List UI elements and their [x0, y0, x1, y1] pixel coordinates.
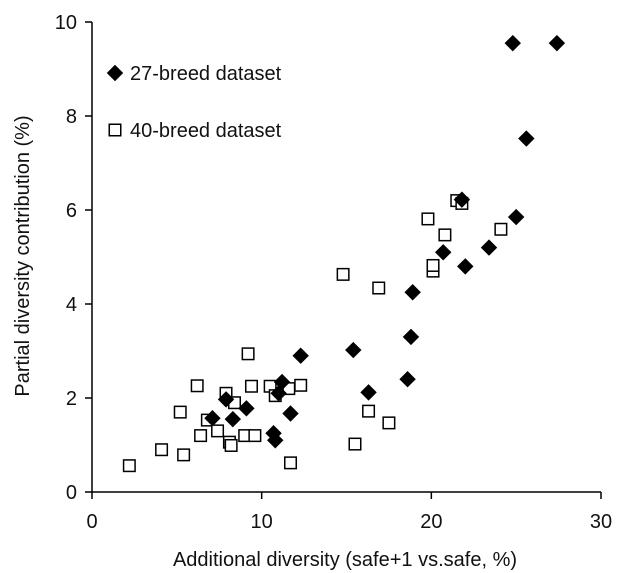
legend-marker-27-breed: [106, 64, 124, 82]
square-point: [438, 228, 452, 242]
diamond-point: [345, 341, 362, 359]
legend-marker-40-breed: [108, 123, 122, 137]
diamond-point: [404, 284, 421, 301]
y-axis-title: Partial diversity contribution (%): [12, 115, 34, 396]
x-axis-ticks: 0 10 20 30: [86, 492, 612, 533]
legend-square-icon: [108, 123, 122, 137]
square-point: [211, 424, 225, 438]
diamond-point: [267, 432, 284, 449]
y-tick-label: 10: [55, 12, 77, 34]
square-point: [173, 405, 187, 419]
square-point: [284, 456, 298, 470]
square-point: [122, 459, 136, 473]
diamond-point: [453, 191, 471, 208]
diamond-point: [518, 130, 535, 147]
square-point: [294, 378, 308, 392]
x-tick-label: 20: [420, 511, 442, 533]
y-tick-label: 8: [66, 106, 77, 128]
diamond-point: [217, 391, 235, 408]
diamond-point: [548, 34, 566, 52]
square-point: [372, 281, 386, 295]
legend-label-27-breed: 27-breed dataset: [130, 63, 282, 85]
plot-area: 0 10 20 30 0 2 4 6 8 10: [55, 12, 612, 533]
diamond-point: [399, 370, 416, 388]
diamond-point: [504, 34, 521, 52]
diamond-point: [238, 400, 255, 417]
legend: 27-breed dataset 40-breed dataset: [106, 63, 282, 142]
square-point: [362, 404, 376, 418]
square-point: [190, 379, 204, 393]
square-point: [194, 429, 208, 443]
diamond-point: [282, 405, 299, 422]
diamond-point: [507, 208, 525, 226]
diamond-point: [273, 373, 291, 391]
x-tick-label: 0: [86, 511, 97, 533]
diamond-point: [204, 410, 221, 427]
y-tick-label: 0: [66, 482, 77, 504]
y-tick-label: 4: [66, 294, 77, 316]
y-tick-label: 2: [66, 388, 77, 410]
square-point: [244, 379, 258, 393]
x-tick-label: 10: [251, 511, 273, 533]
diamond-point: [402, 328, 420, 346]
square-point: [155, 443, 169, 457]
square-point: [348, 437, 362, 451]
diamond-point: [435, 244, 452, 261]
diamond-point: [360, 384, 377, 401]
square-point: [241, 347, 255, 361]
diamond-point: [224, 410, 242, 428]
square-point: [224, 438, 238, 452]
diamond-point: [457, 258, 474, 275]
y-axis-ticks: 0 2 4 6 8 10: [55, 12, 92, 504]
square-point: [426, 258, 440, 272]
legend-diamond-icon: [106, 64, 124, 82]
x-tick-label: 30: [590, 511, 612, 533]
square-point: [421, 212, 435, 226]
legend-label-40-breed: 40-breed dataset: [130, 120, 282, 142]
data-points: [122, 34, 566, 473]
square-point: [382, 416, 396, 430]
y-tick-label: 6: [66, 200, 77, 222]
x-axis-title: Additional diversity (safe+1 vs.safe, %): [173, 549, 517, 571]
square-point: [177, 448, 191, 462]
square-point: [336, 267, 350, 281]
square-point: [494, 222, 508, 236]
diamond-point: [292, 347, 309, 364]
diamond-point: [480, 239, 498, 256]
square-point: [248, 429, 262, 443]
